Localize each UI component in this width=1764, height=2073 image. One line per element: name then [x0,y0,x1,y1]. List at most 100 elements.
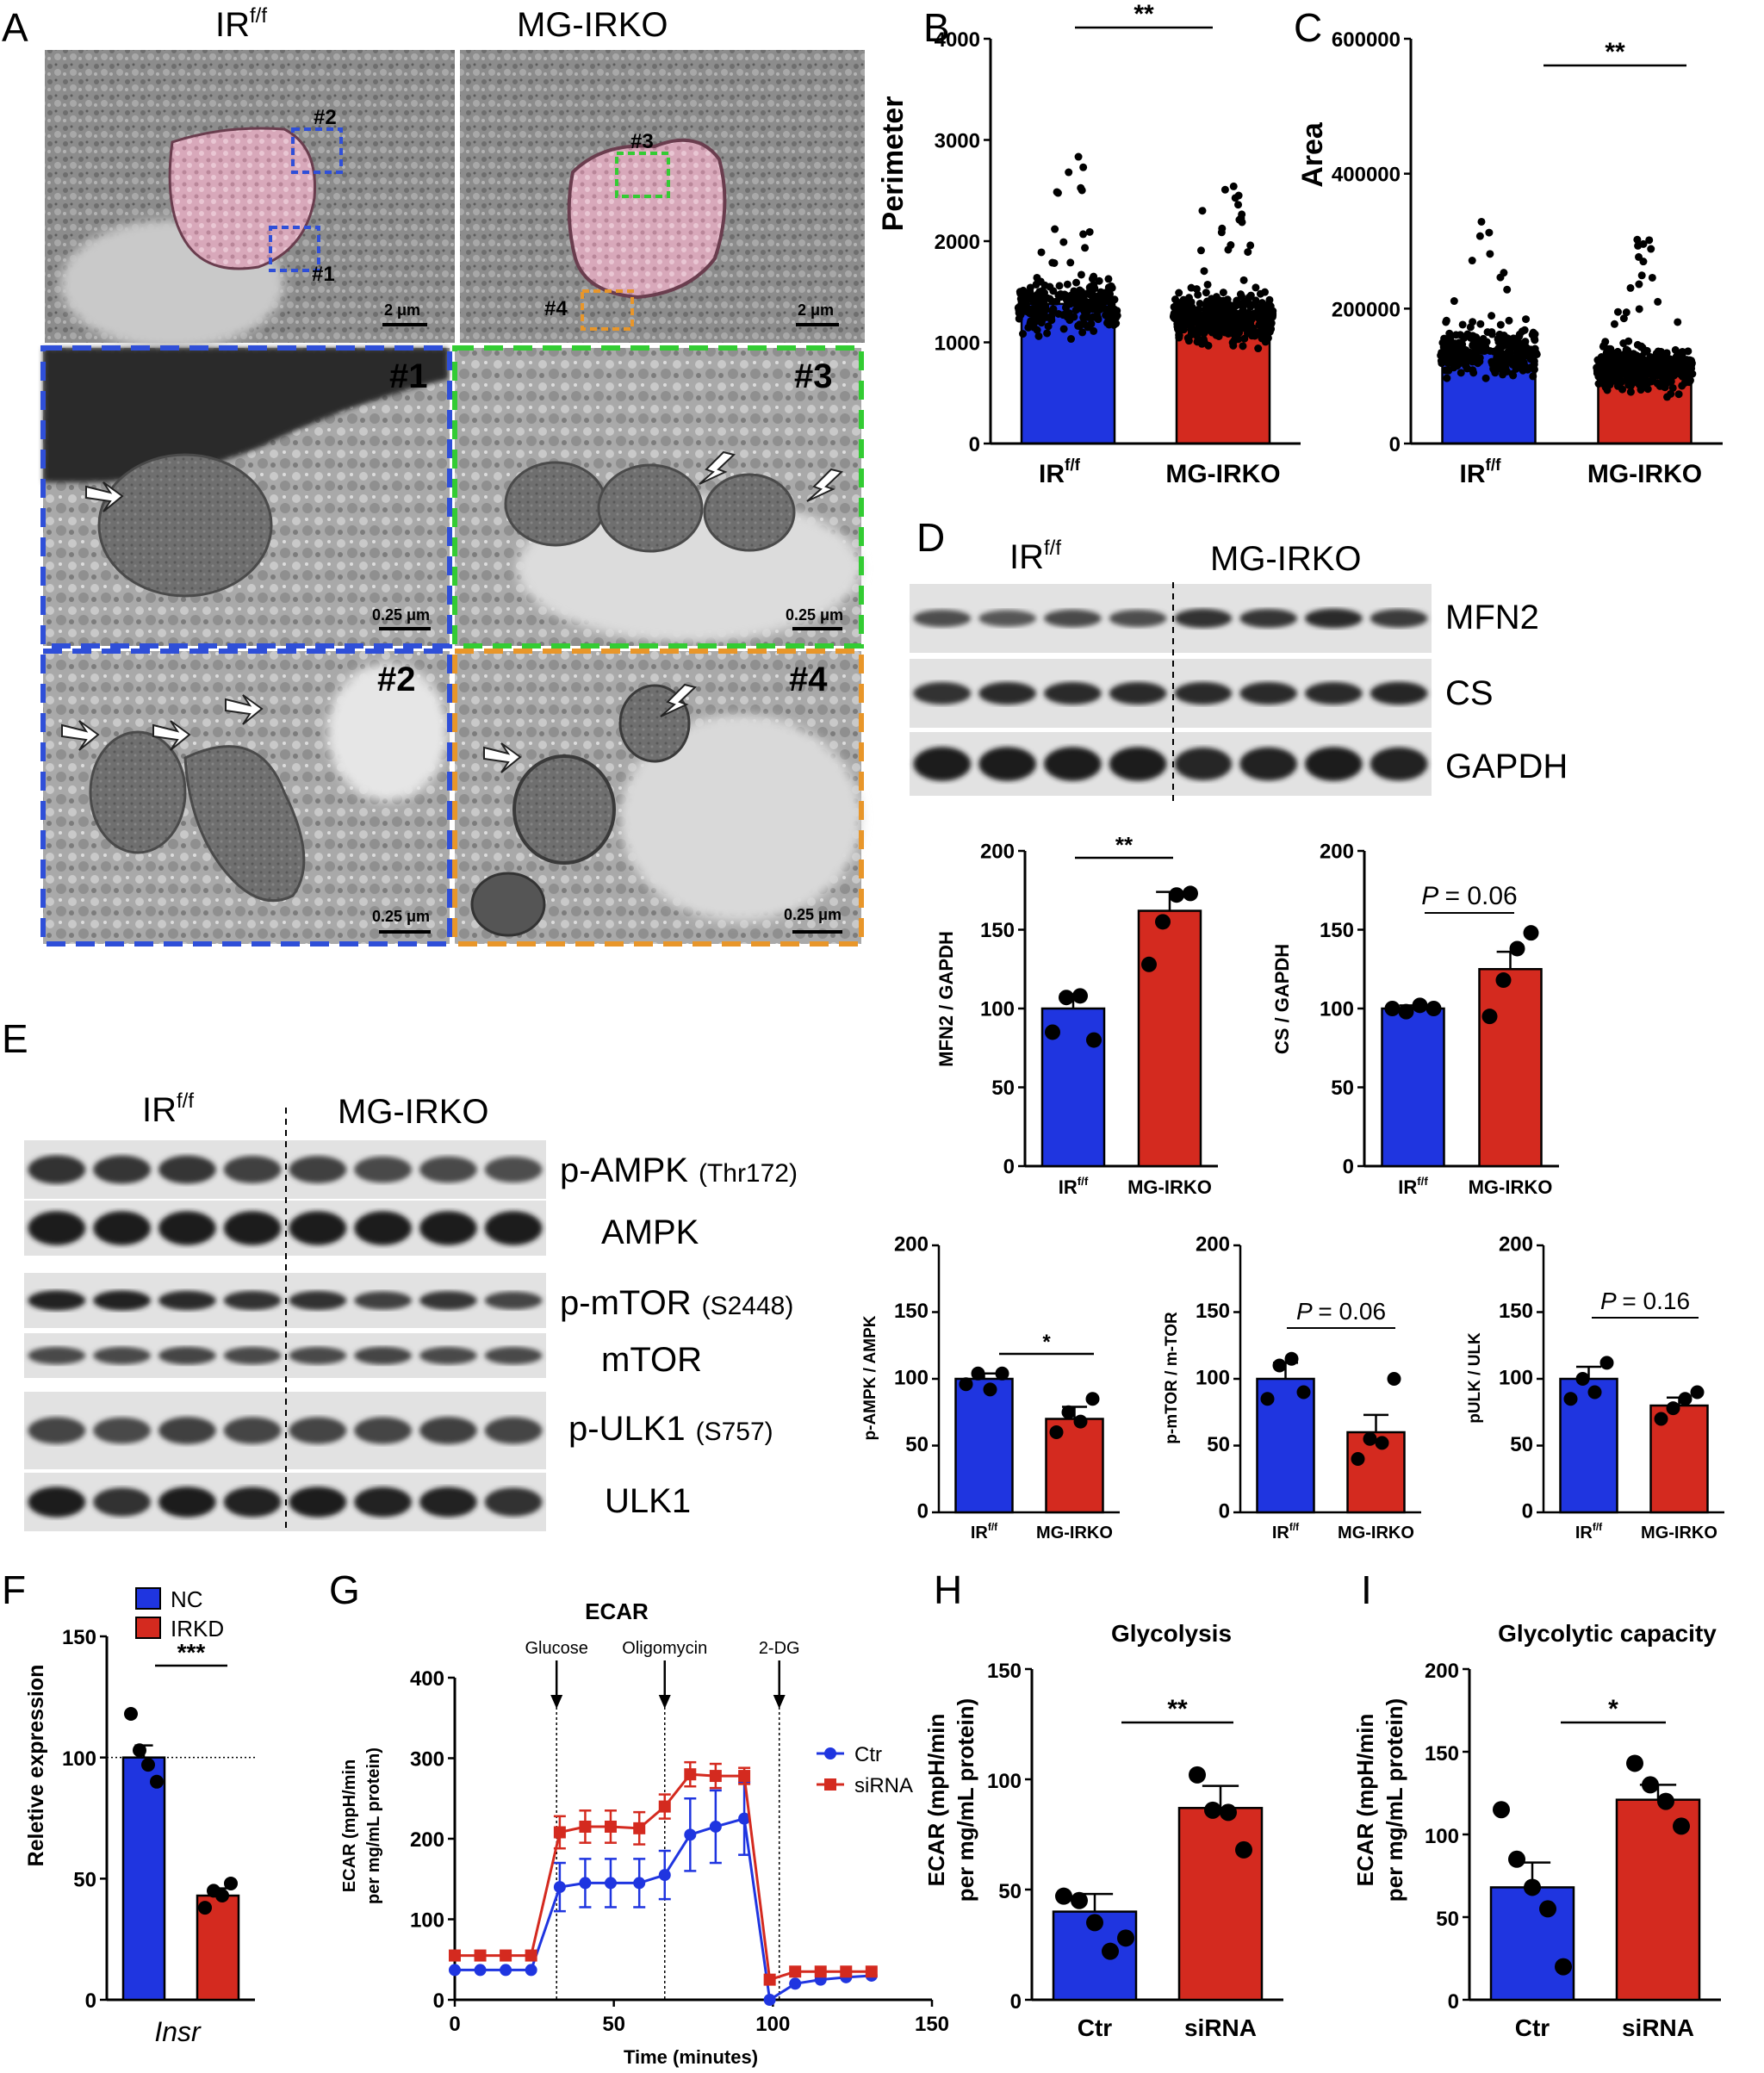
data-point [1234,191,1243,200]
y-tick-label: 50 [991,1077,1015,1100]
panel-h-chart: 0 50 100 150 Ctr siRNA ** [987,1660,1283,2041]
data-point [1065,168,1073,177]
em-overview-irff: #2 #1 2 μm [45,50,455,349]
blot-e-0-band [289,1156,347,1183]
y-tick-label: 150 [987,1660,1022,1683]
data-point-ctr [553,1881,566,1894]
blot-e-4-band [223,1417,282,1444]
data-point [1239,342,1247,351]
x-tick-label: IRf/f [1398,1175,1428,1198]
data-point [1048,258,1057,267]
data-point [1637,382,1645,390]
data-point [1223,295,1232,304]
blot-label-p-mtor: p-mTOR (S2448) [560,1284,793,1322]
data-point [1174,325,1183,333]
data-point [1635,252,1643,261]
data-point [1066,258,1075,267]
x-tick-label: MG-IRKO [1127,1176,1212,1198]
data-point [1619,339,1628,348]
data-point [1105,320,1114,329]
ampk-ylabel: p-AMPK / AMPK [861,1315,879,1440]
y-tick-label: 3000 [935,130,980,153]
data-point [1509,371,1518,380]
panel-c-significance: ** [1605,38,1625,66]
data-point [1202,289,1210,297]
blot-e-4-band [93,1417,151,1444]
y-tick-label: 50 [905,1433,929,1456]
data-point [1218,224,1227,233]
panel-i-letter: I [1361,1567,1372,1612]
data-point [1441,366,1450,375]
data-point [1451,331,1460,339]
blot-cs-band [978,681,1036,705]
data-point [1203,303,1212,312]
blot-e-2-band [28,1290,86,1311]
data-point [1593,363,1602,371]
data-point [1491,369,1500,377]
zoom-3-label: #3 [794,357,833,395]
data-point [1505,350,1513,358]
data-point [1444,337,1452,345]
blot-e-1-band [484,1211,543,1245]
y-tick-label: 150 [1320,919,1354,942]
panel-i: I Glycolytic capacity ECAR (mpH/min per … [1352,1567,1721,2041]
data-point [1200,267,1208,276]
data-point [1053,189,1062,197]
data-point [133,1743,146,1758]
x-tick-label: MG-IRKO [1641,1524,1717,1542]
data-point [1688,369,1697,378]
legend-label-irkd: IRKD [171,1616,224,1642]
blot-e-2-band [289,1290,347,1311]
data-point [1244,299,1252,307]
y-tick-label: 600000 [1332,28,1401,52]
blot-e-2-band [158,1290,216,1311]
blot-label-mtor: mTOR [601,1341,702,1379]
data-point [1466,323,1475,332]
data-point [1027,317,1035,326]
data-point [1234,335,1243,344]
blot-e-1-band [354,1211,412,1245]
x-tick-label: 0 [449,2013,460,2036]
data-point [1105,298,1114,307]
data-point [1649,375,1657,384]
data-point [1086,1914,1103,1932]
panel-i-ylabel-2: per mg/mL protein) [1382,1698,1407,1902]
data-point [1679,360,1687,369]
data-point [1637,375,1646,383]
bar-0 [121,1756,166,2002]
data-point [1678,351,1686,359]
data-point [1475,232,1484,240]
bar-1 [1177,1807,1264,2002]
data-point [995,1366,1009,1381]
data-point [1184,337,1193,345]
y-tick-label: 0 [1003,1155,1015,1178]
data-point [1102,1942,1119,1960]
data-point [1363,1431,1377,1446]
data-point [1482,338,1491,346]
blot-e-0-band [484,1156,543,1183]
y-tick-label: 50 [1207,1433,1230,1456]
data-point [1175,289,1183,297]
data-point [1657,1792,1674,1810]
blot-cs-band [1370,681,1428,705]
blot-gapdh-band [1239,747,1297,781]
cs-ylabel: CS / GAPDH [1271,944,1293,1054]
data-point [1523,925,1539,941]
x-tick-label: 50 [602,2013,625,2036]
blot-e-0-band [419,1156,477,1183]
panel-a-letter: A [2,5,28,50]
data-point [1615,358,1624,367]
data-point [1244,248,1252,257]
data-point [1628,351,1637,360]
y-tick-label: 100 [894,1367,929,1390]
y-tick-label: 0 [917,1500,929,1524]
em-zoom-2: #2 0.25 μm [40,649,452,947]
panel-b-chart: 0 1000 2000 3000 4000 IRf/f MG-IRKO ** [935,0,1301,488]
y-tick-label: 200000 [1332,298,1401,321]
data-point [1078,328,1087,337]
y-tick-label: 400 [410,1667,444,1691]
data-point [1204,1801,1221,1819]
em-box-1-label: #1 [312,263,335,286]
y-tick-label: 2000 [935,231,980,254]
data-point [1643,385,1652,394]
